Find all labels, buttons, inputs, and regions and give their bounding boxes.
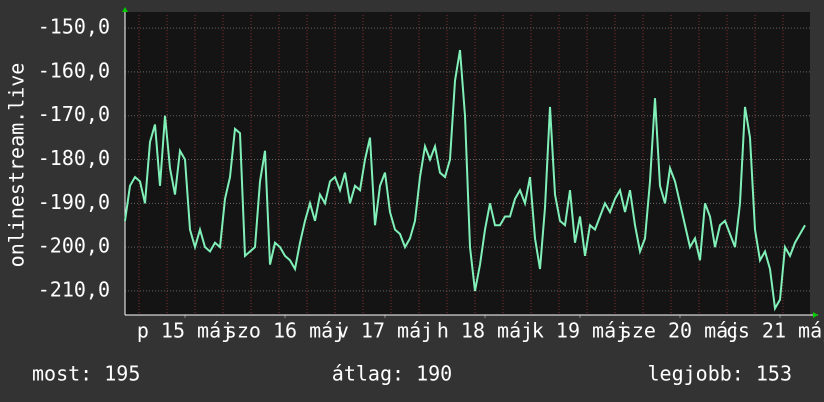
y-tick-label: -180,0	[38, 146, 110, 170]
series-line	[124, 49, 806, 312]
y-tick-label: -170,0	[38, 102, 110, 126]
x-tick-label: p 15 máj	[137, 319, 233, 343]
x-tick-label: cs 21 máj	[726, 319, 824, 343]
arrow	[813, 312, 818, 318]
x-tick-label: k 19 máj	[532, 319, 628, 343]
y-axis-label: onlinestream.live	[5, 63, 29, 268]
x-tick-label: h 18 máj	[437, 319, 533, 343]
arrow	[122, 7, 128, 12]
stat: legjobb: 153	[648, 362, 793, 386]
y-tick-label: -200,0	[38, 234, 110, 258]
x-tick-label: szo 16 máj	[225, 319, 345, 343]
y-tick-label: -190,0	[38, 190, 110, 214]
y-tick-label: -150,0	[38, 15, 110, 39]
y-tick-label: -210,0	[38, 277, 110, 301]
x-tick-label: sze 20 máj	[620, 319, 740, 343]
stat: átlag: 190	[332, 362, 452, 386]
stat: most: 195	[32, 362, 140, 386]
x-tick-label: v 17 máj	[337, 319, 433, 343]
y-tick-label: -160,0	[38, 58, 110, 82]
